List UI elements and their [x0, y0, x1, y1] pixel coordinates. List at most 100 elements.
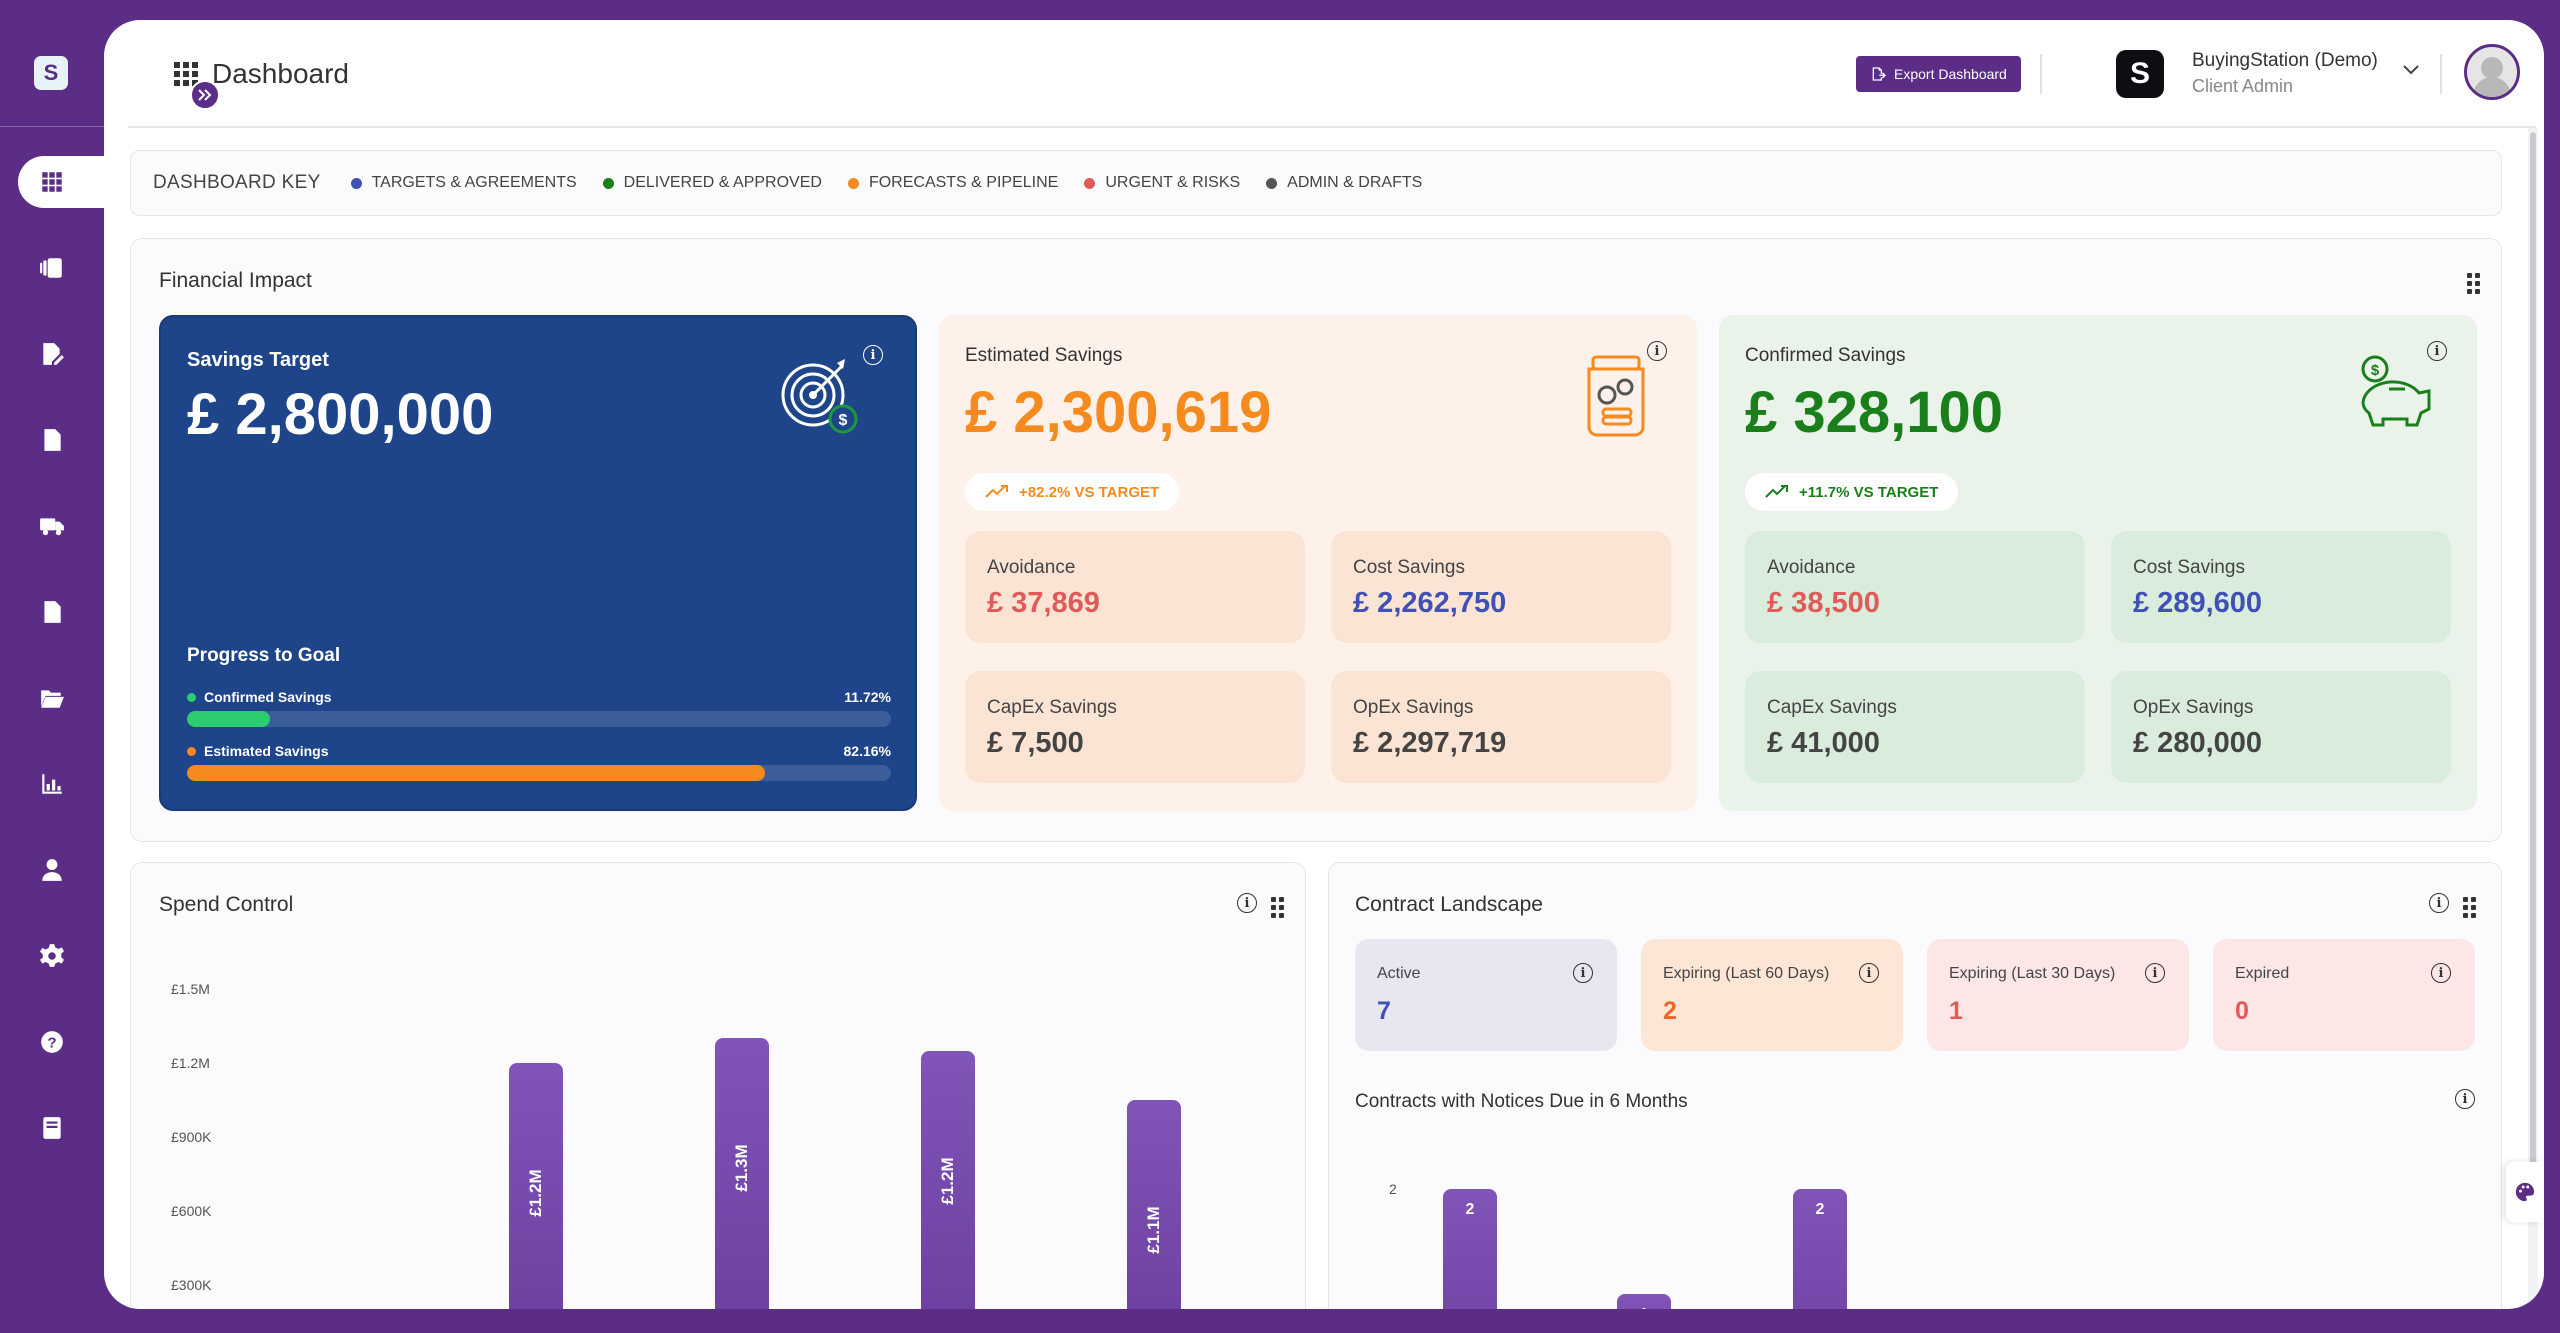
document-icon [44, 429, 61, 451]
avatar[interactable] [2464, 44, 2520, 100]
sidebar-item-delivery[interactable] [36, 510, 68, 542]
savings-target-value: £ 2,800,000 [187, 382, 494, 447]
info-icon[interactable]: i [2455, 1089, 2475, 1109]
info-icon[interactable]: i [2427, 341, 2447, 361]
bar-chart-icon [42, 774, 62, 794]
dot-icon [602, 177, 614, 189]
confirmed-progress-label: Confirmed Savings [204, 689, 332, 705]
sidebar-item-edit[interactable] [36, 338, 68, 370]
spend-bar[interactable]: £1.2M [921, 1050, 975, 1309]
contract-tile-expired[interactable]: Expired i 0 [2213, 939, 2475, 1051]
tile-value: £ 280,000 [2133, 727, 2263, 759]
dashboard-grid-icon [42, 172, 62, 192]
notice-bar[interactable]: 1 [1617, 1294, 1671, 1309]
tile-label: Expired [2235, 965, 2290, 982]
trend-up-icon [985, 485, 1008, 498]
notice-bar[interactable]: 2 [1793, 1189, 1847, 1309]
tile-label: Avoidance [1767, 557, 1856, 578]
dot-icon [187, 692, 196, 702]
palette-icon [2515, 1182, 2535, 1202]
y-tick-label: 2 [1389, 1181, 1397, 1197]
estimated-progress-pct: 82.16% [843, 743, 891, 759]
dot-icon [1084, 177, 1096, 189]
tile-value: £ 2,297,719 [1353, 727, 1507, 759]
contract-tile-expiring-30[interactable]: Expiring (Last 30 Days) i 1 [1927, 939, 2189, 1051]
sidebar-item-settings[interactable] [36, 940, 68, 972]
sidebar-item-guide[interactable] [36, 1112, 68, 1144]
page-title: Dashboard [174, 58, 349, 90]
export-dashboard-label: Export Dashboard [1894, 66, 2007, 82]
folder-open-icon [41, 690, 64, 708]
sidebar-item-users[interactable] [36, 854, 68, 886]
sidebar-item-dashboard[interactable] [36, 166, 68, 198]
info-icon[interactable]: i [2431, 963, 2451, 983]
sidebar-item-folders[interactable] [36, 682, 68, 714]
confirmed-savings-value: £ 328,100 [1745, 380, 2004, 445]
notice-bar[interactable]: 2 [1443, 1189, 1497, 1309]
spend-bar-label: £1.2M [938, 1157, 957, 1205]
double-chevron-right-icon [198, 89, 212, 101]
spend-bar[interactable]: £1.3M [715, 1038, 769, 1309]
info-icon[interactable]: i [2145, 963, 2165, 983]
svg-text:?: ? [47, 1034, 56, 1051]
tile-label: CapEx Savings [1767, 697, 1897, 718]
tile-value: £ 289,600 [2133, 587, 2263, 619]
savings-jar-icon [1587, 355, 1645, 437]
main-panel: Dashboard Export Dashboard S BuyingStati… [104, 20, 2544, 1309]
sidebar-item-report[interactable] [36, 596, 68, 628]
sidebar-item-help[interactable]: ? [36, 1026, 68, 1058]
key-label: ADMIN & DRAFTS [1287, 174, 1423, 191]
drag-handle-icon[interactable] [2467, 273, 2480, 294]
theme-palette-button[interactable] [2506, 1162, 2544, 1222]
tile-label: Expiring (Last 60 Days) [1663, 965, 1830, 982]
info-icon[interactable]: i [1237, 893, 1257, 913]
tile-value: 1 [1949, 997, 1963, 1025]
sidebar-item-documents[interactable] [36, 252, 68, 284]
scrollbar-thumb[interactable] [2530, 132, 2536, 1212]
sidebar-item-document[interactable] [36, 424, 68, 456]
key-item-targets: TARGETS & AGREEMENTS [350, 174, 577, 192]
y-tick-label: £1.5M [171, 981, 210, 997]
tile-label: Active [1377, 965, 1421, 982]
drag-handle-icon[interactable] [2463, 897, 2476, 918]
tile-value: 7 [1377, 997, 1391, 1025]
drag-handle-icon[interactable] [1271, 897, 1284, 918]
estimated-cost-savings-tile: Cost Savings £ 2,262,750 [1331, 531, 1671, 643]
delivery-truck-icon [40, 518, 64, 536]
contract-tile-active[interactable]: Active i 7 [1355, 939, 1617, 1051]
sidebar-collapse-button[interactable] [190, 80, 220, 110]
sidebar-item-analytics[interactable] [36, 768, 68, 800]
app-logo-text: S [43, 60, 59, 85]
y-tick-label: £600K [171, 1203, 212, 1219]
confirmed-avoidance-tile: Avoidance £ 38,500 [1745, 531, 2085, 643]
confirmed-progress-track [187, 711, 891, 727]
confirmed-progress-pct: 11.72% [844, 689, 891, 705]
estimated-progress-track [187, 765, 891, 781]
dot-icon [847, 177, 859, 189]
spend-bar[interactable]: £1.1M [1127, 1100, 1181, 1309]
export-dashboard-button[interactable]: Export Dashboard [1856, 56, 2021, 92]
header-divider [2440, 54, 2442, 94]
dot-icon [187, 746, 196, 756]
info-icon[interactable]: i [1573, 963, 1593, 983]
spend-control-section: Spend Control i £1.5M £1.2M £900K £600K … [130, 862, 1306, 1309]
dashboard-key: DASHBOARD KEY TARGETS & AGREEMENTS DELIV… [130, 150, 2502, 216]
contract-tile-expiring-60[interactable]: Expiring (Last 60 Days) i 2 [1641, 939, 1903, 1051]
app-logo[interactable]: S [34, 56, 68, 90]
chevron-down-icon[interactable] [2402, 60, 2420, 81]
target-dart-icon: $ [781, 359, 858, 434]
info-icon[interactable]: i [1647, 341, 1667, 361]
header-divider-line [128, 126, 2536, 128]
estimated-vs-target-badge: +82.2% VS TARGET [965, 473, 1180, 511]
org-name[interactable]: BuyingStation (Demo) [2192, 50, 2378, 71]
info-icon[interactable]: i [863, 345, 883, 365]
info-icon[interactable]: i [1859, 963, 1879, 983]
contract-landscape-section: Contract Landscape i Active i 7 Expiring… [1328, 862, 2502, 1309]
y-tick-label: £300K [171, 1277, 212, 1293]
apps-grid-icon[interactable] [174, 62, 198, 86]
avatar-head [2481, 57, 2503, 79]
spend-bar[interactable]: £1.2M [509, 1063, 563, 1309]
spend-bar-label: £1.2M [526, 1169, 545, 1217]
info-icon[interactable]: i [2429, 893, 2449, 913]
estimated-vs-target-text: +82.2% VS TARGET [1019, 483, 1160, 501]
